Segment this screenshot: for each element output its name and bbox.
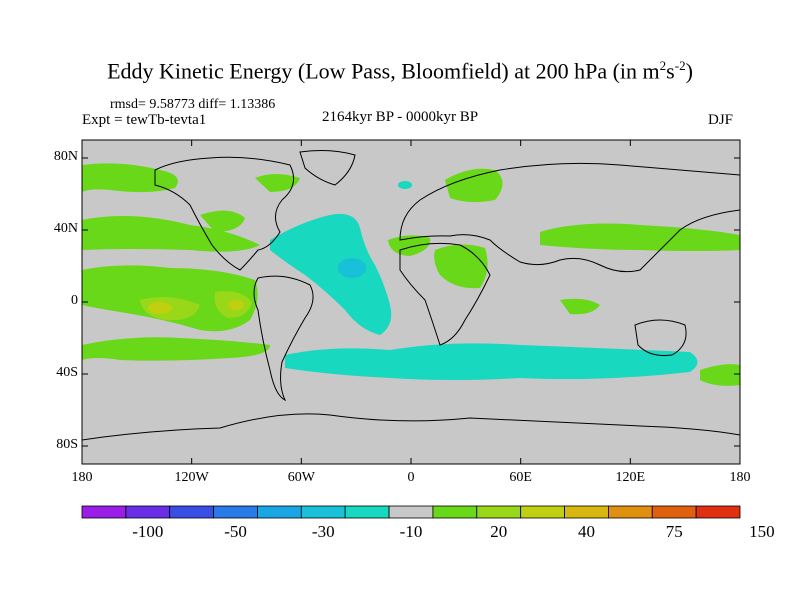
eurasia-north — [445, 168, 503, 203]
period-label: 2164kyr BP - 0000kyr BP — [321, 109, 479, 125]
atlantic-negative — [270, 213, 392, 335]
colorbar-swatch — [388, 505, 434, 519]
eurasia-coast — [399, 162, 740, 273]
atlantic-core — [338, 258, 366, 278]
colorbar-label: 150 — [749, 522, 775, 541]
atlantic-east — [388, 235, 431, 256]
lat-tick-label: 40N — [53, 221, 78, 236]
colorbar-swatch — [213, 505, 258, 519]
colorbar-swatch — [476, 505, 522, 519]
colorbar-swatch — [81, 505, 127, 519]
asia-band — [540, 223, 740, 251]
lon-tick-marks — [81, 140, 741, 464]
negative-anomaly-regions — [270, 181, 698, 380]
lat-tick-label: 40S — [56, 365, 78, 380]
colorbar-swatch — [432, 505, 478, 519]
southern-ocean-negative — [285, 343, 698, 380]
stats-label: rmsd= 9.58773 diff= 1.13386 — [110, 97, 276, 112]
antarctica-coast — [82, 413, 740, 441]
greenland-coast — [299, 150, 356, 186]
lon-tick-label: 120W — [174, 470, 209, 485]
america-east — [255, 174, 300, 192]
positive-anomaly-regions — [82, 163, 740, 386]
experiment-label: Expt = tewTb-tevta1 — [82, 112, 207, 128]
pacific-core-yellow-2 — [228, 300, 244, 310]
lon-tick-label: 180 — [729, 470, 751, 485]
colorbar-swatch — [344, 505, 390, 519]
lat-tick-label: 0 — [71, 293, 78, 308]
lat-tick-label: 80N — [53, 149, 78, 164]
lon-tick-label: 0 — [407, 470, 415, 485]
lat-tick-label: 80S — [56, 437, 78, 452]
colorbar-swatch — [300, 505, 346, 519]
south-america-coast — [253, 275, 314, 402]
colorbar-label: -50 — [224, 522, 247, 541]
colorbar-label: 75 — [665, 522, 683, 541]
central-pacific-patch — [560, 298, 600, 315]
colorbar — [81, 505, 741, 519]
colorbar-swatch — [169, 505, 215, 519]
colorbar-label: 20 — [490, 522, 508, 541]
colorbar-swatch — [257, 505, 302, 519]
africa-north — [434, 244, 488, 289]
australia-coast — [634, 319, 687, 356]
chart-title: Eddy Kinetic Energy (Low Pass, Bloomfiel… — [107, 58, 693, 84]
colorbar-label: -100 — [132, 522, 164, 541]
lon-tick-label: 120E — [615, 470, 646, 485]
lon-tick-label: 180 — [71, 470, 93, 485]
pacific-north-band-east — [200, 210, 245, 232]
lon-tick-label: 60E — [509, 470, 532, 485]
colorbar-swatch — [520, 505, 565, 519]
colorbar-label: -30 — [311, 522, 335, 541]
colorbar-swatch — [564, 505, 609, 519]
strong-positive-core — [148, 300, 244, 314]
strong-negative-core — [338, 258, 366, 278]
arctic-negative-spot — [398, 181, 412, 189]
southern-pacific-east — [700, 364, 740, 386]
coastlines — [82, 150, 740, 441]
arctic-america — [82, 163, 178, 193]
lon-tick-label: 60W — [287, 470, 315, 485]
lat-tick-marks — [82, 157, 740, 447]
pacific-core-yellow-1 — [148, 302, 172, 314]
colorbar-label: -10 — [399, 522, 423, 541]
colorbar-swatch — [695, 505, 741, 519]
pacific-south-band — [82, 337, 270, 361]
north-america-coast — [154, 156, 295, 271]
colorbar-swatch — [125, 505, 171, 519]
africa-coast — [399, 242, 491, 346]
colorbar-swatch — [608, 505, 653, 519]
colorbar-label: 40 — [577, 522, 595, 541]
pacific-north-band — [82, 216, 260, 252]
colorbar-swatch — [651, 505, 697, 519]
season-label: DJF — [708, 112, 734, 128]
